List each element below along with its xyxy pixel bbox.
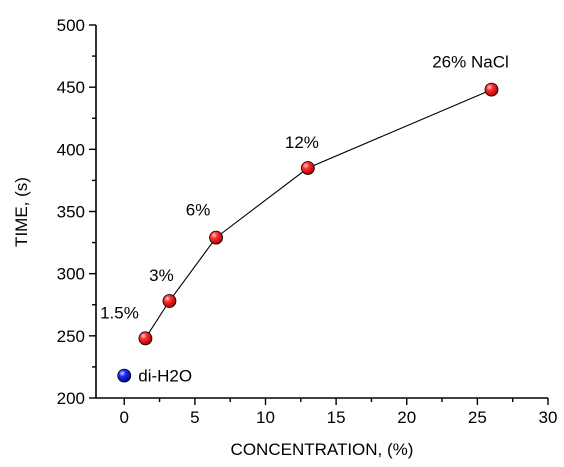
point-label: 1.5%	[100, 303, 139, 322]
y-tick-label: 400	[57, 140, 85, 159]
x-tick-label: 0	[120, 408, 129, 427]
data-point	[162, 294, 177, 308]
y-tick-label: 500	[57, 16, 85, 35]
data-points	[117, 82, 499, 383]
y-tick-label: 200	[57, 389, 85, 408]
point-label: 12%	[285, 133, 319, 152]
y-tick-label: 450	[57, 78, 85, 97]
x-ticks: 0 5 10 15 20 25 30	[120, 398, 558, 427]
y-ticks: 200 250 300 350 400 450 500	[57, 16, 96, 408]
data-point	[138, 331, 153, 346]
y-tick-label: 350	[57, 203, 85, 222]
x-tick-label: 10	[256, 408, 275, 427]
axes	[95, 25, 548, 399]
y-axis-title: TIME, (s)	[12, 177, 31, 247]
point-label: 26% NaCl	[432, 53, 509, 72]
x-tick-label: 20	[397, 408, 416, 427]
x-axis-title: CONCENTRATION, (%)	[231, 440, 414, 459]
x-tick-label: 5	[190, 408, 199, 427]
data-point	[484, 82, 499, 97]
point-labels: di-H2O 1.5% 3% 6% 12% 26% NaCl	[100, 53, 509, 386]
x-tick-label: 30	[539, 408, 558, 427]
x-tick-label: 25	[468, 408, 487, 427]
y-tick-label: 300	[57, 265, 85, 284]
x-tick-label: 15	[327, 408, 346, 427]
data-point	[300, 161, 315, 175]
point-label: 3%	[149, 266, 174, 285]
y-tick-label: 250	[57, 327, 85, 346]
data-point	[117, 368, 132, 383]
data-point	[209, 230, 223, 245]
point-label: di-H2O	[138, 367, 192, 386]
point-label: 6%	[186, 201, 211, 220]
